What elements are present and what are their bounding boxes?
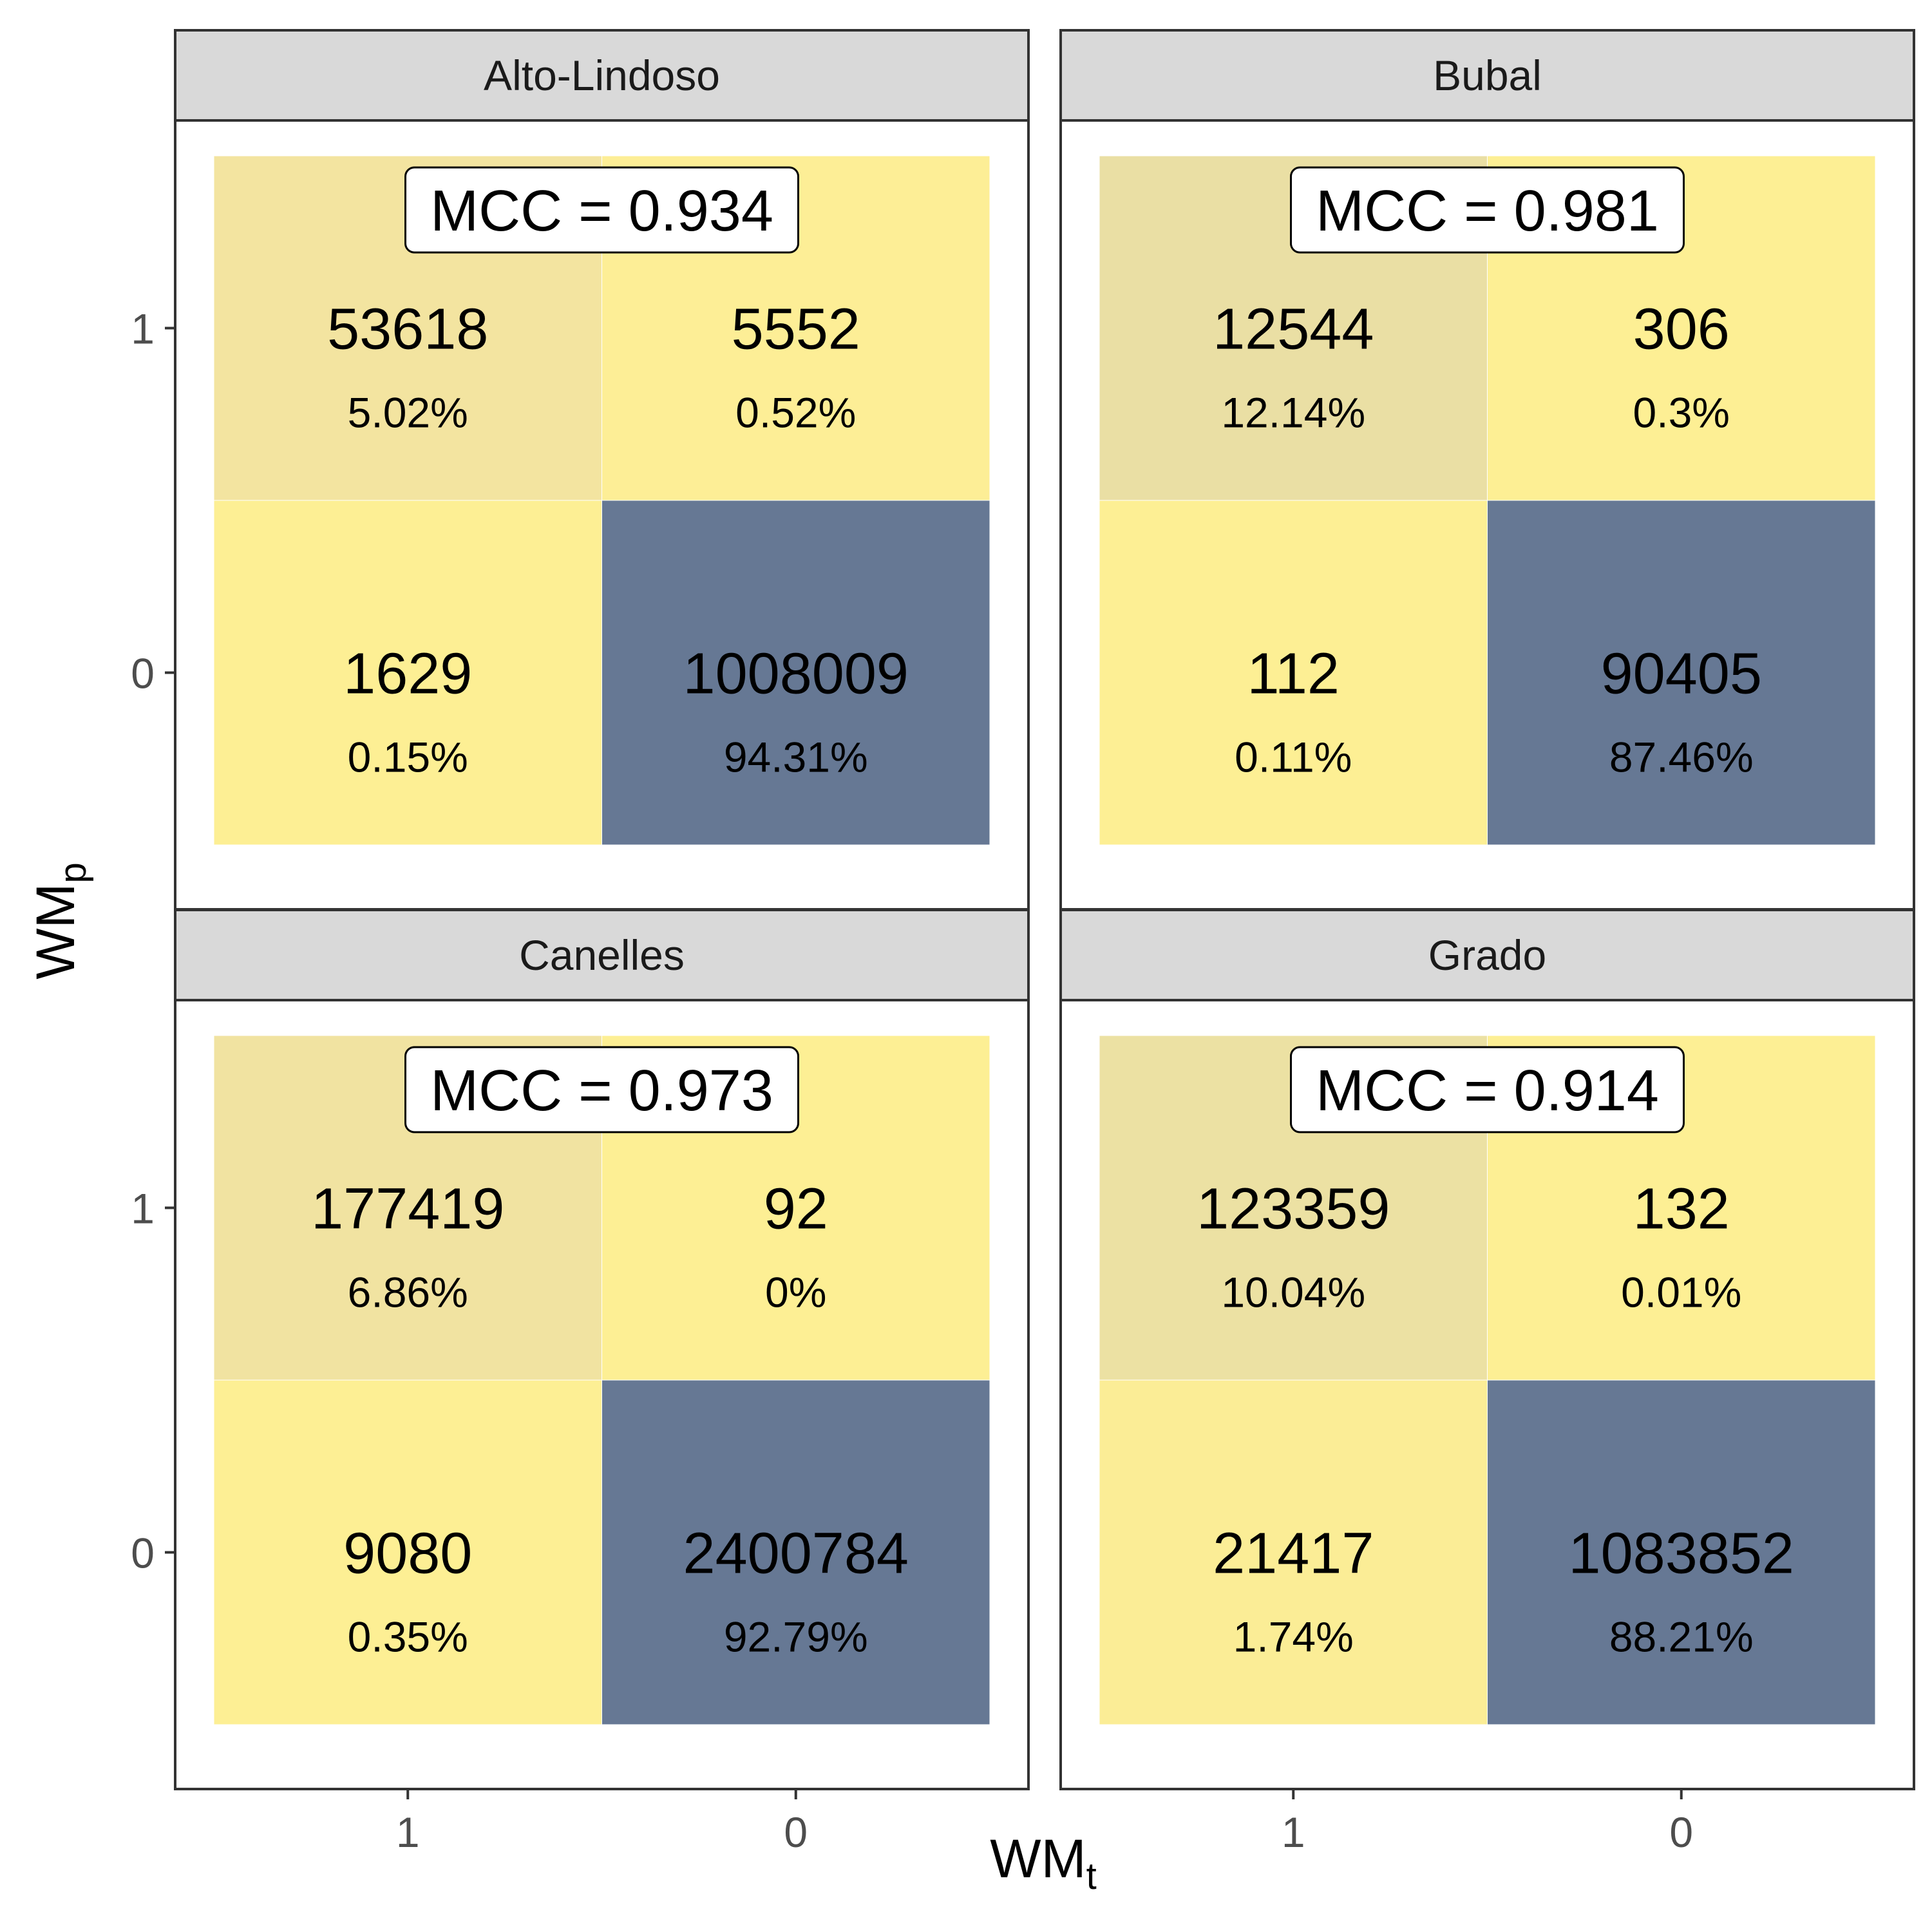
mcc-label: MCC = 0.914 xyxy=(1316,1059,1659,1123)
cell-count-label: 2400784 xyxy=(683,1522,909,1586)
cell-percent-label: 0.52% xyxy=(735,389,856,437)
cell-percent-label: 87.46% xyxy=(1609,734,1754,781)
cell-percent-label: 94.31% xyxy=(724,734,868,781)
cell-percent-label: 92.79% xyxy=(724,1613,868,1661)
cell-percent-label: 0.11% xyxy=(1235,734,1352,781)
cell-count-label: 1083852 xyxy=(1569,1522,1794,1586)
y-tick-label: 0 xyxy=(131,650,155,697)
heatmap-tile xyxy=(1487,1379,1876,1725)
facet-panel-canelles: Canelles 177419 6.86% 92 0% 9080 0.35% 2400784 9… xyxy=(131,909,1030,1856)
heatmap-tile xyxy=(601,500,990,846)
cell-percent-label: 0% xyxy=(765,1269,826,1316)
facet-panels: Alto-Lindoso 53618 5.02% 5552 0.52% 1629 0.15%… xyxy=(131,29,1915,1856)
cell-count-label: 1008009 xyxy=(683,642,909,706)
axis-titles: WMt WMp xyxy=(25,862,1097,1897)
mcc-label: MCC = 0.973 xyxy=(430,1059,773,1123)
facet-panel-bubal: Bubal 12544 12.14% 306 0.3% 112 0.11% 90405 87.4… xyxy=(1059,29,1915,911)
cell-count-label: 5552 xyxy=(732,298,860,362)
strip-label: Grado xyxy=(1428,931,1546,979)
heatmap-tile xyxy=(213,1379,602,1725)
strip-background xyxy=(1059,29,1915,122)
facet-panel-alto-lindoso: Alto-Lindoso 53618 5.02% 5552 0.52% 1629 0.15%… xyxy=(131,29,1030,911)
mcc-label: MCC = 0.934 xyxy=(430,179,773,243)
cell-count-label: 123359 xyxy=(1197,1177,1390,1242)
cell-percent-label: 0.3% xyxy=(1633,389,1730,437)
x-axis-title-subscript: t xyxy=(1086,1855,1097,1897)
mcc-label-box xyxy=(404,1046,799,1133)
cell-percent-label: 10.04% xyxy=(1221,1269,1365,1316)
cell-count-label: 112 xyxy=(1247,642,1340,706)
cell-percent-label: 0.15% xyxy=(348,734,468,781)
y-axis-title-subscript: p xyxy=(52,862,94,883)
cell-percent-label: 1.74% xyxy=(1233,1613,1354,1661)
cell-count-label: 1629 xyxy=(343,642,472,706)
y-tick-label: 0 xyxy=(131,1530,155,1577)
x-tick-label: 1 xyxy=(396,1808,420,1856)
facet-panel-grado: Grado 123359 10.04% 132 0.01% 21417 1.74% 10838… xyxy=(1059,909,1915,1856)
strip-label: Canelles xyxy=(519,931,685,979)
mcc-label-box xyxy=(404,166,799,254)
y-tick-label: 1 xyxy=(131,1185,155,1233)
cell-percent-label: 6.86% xyxy=(348,1269,468,1316)
cell-count-label: 132 xyxy=(1633,1177,1730,1242)
cell-percent-label: 12.14% xyxy=(1221,389,1365,437)
strip-label: Bubal xyxy=(1433,52,1542,99)
strip-label: Alto-Lindoso xyxy=(484,52,720,99)
heatmap-tile xyxy=(1487,500,1876,846)
cell-count-label: 92 xyxy=(764,1177,828,1242)
heatmap-tile xyxy=(1099,1379,1488,1725)
cell-percent-label: 0.35% xyxy=(348,1613,468,1661)
y-axis-title-main: WM xyxy=(25,884,86,980)
cell-count-label: 53618 xyxy=(327,298,488,362)
x-axis-title: WMt xyxy=(990,1828,1096,1897)
cell-percent-label: 5.02% xyxy=(348,389,468,437)
x-tick-label: 0 xyxy=(1669,1808,1693,1856)
mcc-label-box xyxy=(1290,166,1685,254)
x-tick-label: 0 xyxy=(784,1808,808,1856)
y-tick-label: 1 xyxy=(131,305,155,353)
mcc-label: MCC = 0.981 xyxy=(1316,179,1659,243)
heatmap-tile xyxy=(1099,500,1488,846)
x-axis-title-main: WM xyxy=(990,1828,1086,1889)
strip-background xyxy=(174,29,1030,122)
cell-percent-label: 88.21% xyxy=(1609,1613,1754,1661)
cell-count-label: 9080 xyxy=(343,1522,472,1586)
heatmap-tile xyxy=(213,500,602,846)
heatmap-tile xyxy=(601,1379,990,1725)
cell-count-label: 177419 xyxy=(311,1177,504,1242)
strip-background xyxy=(174,909,1030,1001)
cell-count-label: 306 xyxy=(1633,298,1730,362)
x-tick-label: 1 xyxy=(1282,1808,1305,1856)
cell-count-label: 90405 xyxy=(1601,642,1762,706)
cell-percent-label: 0.01% xyxy=(1621,1269,1741,1316)
cell-count-label: 12544 xyxy=(1213,298,1374,362)
mcc-label-box xyxy=(1290,1046,1685,1133)
strip-background xyxy=(1059,909,1915,1001)
cell-count-label: 21417 xyxy=(1213,1522,1374,1586)
y-axis-title: WMp xyxy=(25,862,94,980)
